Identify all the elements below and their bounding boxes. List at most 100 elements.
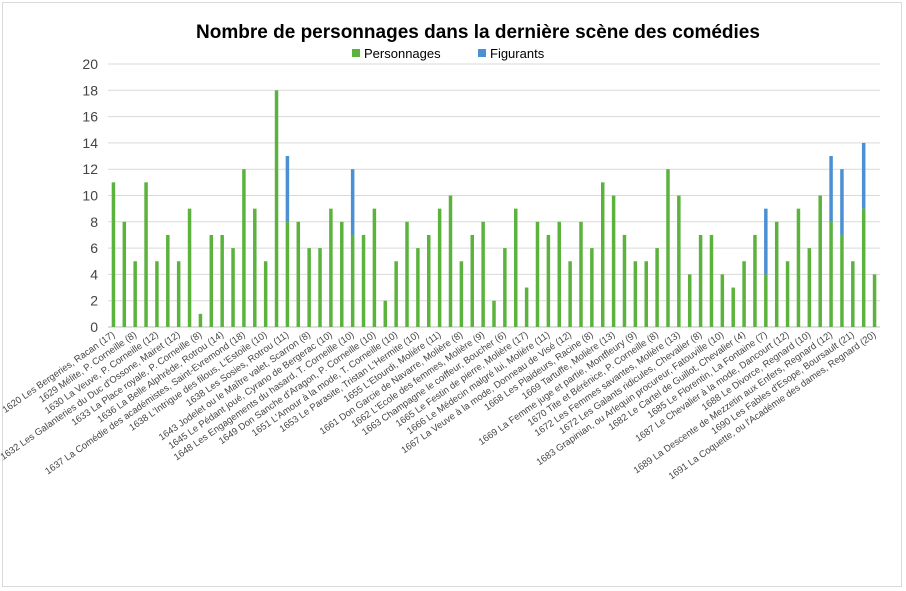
- bar-personnages: [655, 248, 659, 327]
- bar-personnages: [829, 221, 833, 327]
- bar-personnages: [296, 221, 301, 327]
- bar-personnages: [111, 182, 116, 327]
- bar-personnages: [133, 261, 137, 327]
- bars: [111, 90, 877, 327]
- bar-personnages: [122, 221, 127, 327]
- bar-personnages: [242, 169, 246, 327]
- bar-personnages: [590, 248, 594, 327]
- bar-personnages: [709, 234, 714, 327]
- bar-personnages: [568, 261, 572, 327]
- bar-personnages: [253, 208, 257, 327]
- bar-personnages: [861, 208, 866, 327]
- bar-personnages: [437, 208, 442, 327]
- bar-personnages: [840, 234, 844, 327]
- bar-personnages: [448, 195, 453, 327]
- bar-personnages: [416, 248, 420, 327]
- bar-personnages: [285, 221, 290, 327]
- bar-personnages: [372, 208, 377, 327]
- bar-figurants: [350, 169, 355, 235]
- bar-figurants: [764, 208, 768, 275]
- bar-personnages: [524, 287, 529, 327]
- legend-swatch-figurants: [478, 49, 486, 57]
- y-tick-label: 18: [82, 82, 98, 98]
- bar-personnages: [340, 221, 344, 327]
- bar-personnages: [166, 234, 170, 327]
- bar-personnages: [600, 182, 605, 327]
- bar-personnages: [818, 195, 822, 327]
- bar-personnages: [764, 274, 768, 327]
- bar-personnages: [579, 221, 583, 327]
- bar-personnages: [546, 234, 551, 327]
- bar-figurants: [861, 142, 866, 209]
- bar-figurants: [829, 156, 833, 222]
- bar-personnages: [427, 234, 431, 327]
- y-tick-label: 10: [82, 188, 98, 204]
- bar-personnages: [383, 300, 388, 327]
- chart-title: Nombre de personnages dans la dernière s…: [196, 22, 760, 43]
- bar-personnages: [176, 261, 181, 327]
- bar-personnages: [742, 261, 746, 327]
- bar-personnages: [220, 234, 224, 327]
- bar-personnages: [263, 261, 268, 327]
- gridlines: [108, 63, 880, 328]
- bar-personnages: [329, 208, 333, 327]
- bar-personnages: [851, 261, 855, 327]
- bar-personnages: [155, 261, 159, 327]
- bar-personnages: [274, 90, 279, 327]
- bar-personnages: [535, 221, 540, 327]
- bar-personnages: [698, 234, 703, 327]
- bar-personnages: [405, 221, 409, 327]
- legend-label-figurants: Figurants: [490, 46, 545, 61]
- bar-personnages: [785, 261, 790, 327]
- y-tick-label: 6: [90, 240, 98, 256]
- bar-personnages: [796, 208, 801, 327]
- bar-personnages: [633, 261, 638, 327]
- bar-personnages: [361, 234, 366, 327]
- bar-personnages: [557, 221, 561, 327]
- legend-label-personnages: Personnages: [364, 46, 441, 61]
- y-tick-label: 0: [90, 319, 98, 335]
- bar-personnages: [144, 182, 148, 327]
- bar-personnages: [666, 169, 670, 327]
- bar-personnages: [731, 287, 735, 327]
- bar-personnages: [481, 221, 485, 327]
- bar-personnages: [644, 261, 648, 327]
- y-tick-label: 8: [90, 214, 98, 230]
- bar-personnages: [459, 261, 464, 327]
- bar-personnages: [307, 248, 311, 327]
- bar-personnages: [872, 274, 877, 327]
- y-tick-label: 4: [90, 266, 98, 282]
- bar-personnages: [622, 234, 627, 327]
- legend: Personnages Figurants: [352, 46, 545, 61]
- y-tick-label: 20: [82, 56, 98, 72]
- bar-personnages: [720, 274, 725, 327]
- y-tick-label: 16: [82, 109, 98, 125]
- bar-personnages: [611, 195, 616, 327]
- y-tick-label: 2: [90, 293, 98, 309]
- bar-personnages: [492, 300, 496, 327]
- bar-personnages: [807, 248, 812, 327]
- bar-figurants: [840, 169, 844, 235]
- y-tick-label: 12: [82, 161, 98, 177]
- y-axis: 0 2 4 6 8 10 12 14 16 18 20: [82, 56, 98, 335]
- bar-personnages: [209, 234, 214, 327]
- bar-personnages: [677, 195, 681, 327]
- bar-personnages: [198, 313, 203, 327]
- bar-personnages: [503, 248, 507, 327]
- legend-swatch-personnages: [352, 49, 360, 57]
- bar-personnages: [318, 248, 322, 327]
- bar-personnages: [187, 208, 192, 327]
- y-tick-label: 14: [82, 135, 98, 151]
- bar-personnages: [394, 261, 398, 327]
- bar-personnages: [687, 274, 692, 327]
- x-axis: 1620 Les Bergeries, Racan (17)1629 Mélit…: [0, 329, 878, 482]
- bar-personnages: [513, 208, 518, 327]
- bar-personnages: [753, 234, 757, 327]
- bar-personnages: [350, 234, 355, 327]
- bar-personnages: [470, 234, 475, 327]
- bar-figurants: [285, 156, 290, 222]
- bar-personnages: [231, 248, 235, 327]
- bar-personnages: [774, 221, 779, 327]
